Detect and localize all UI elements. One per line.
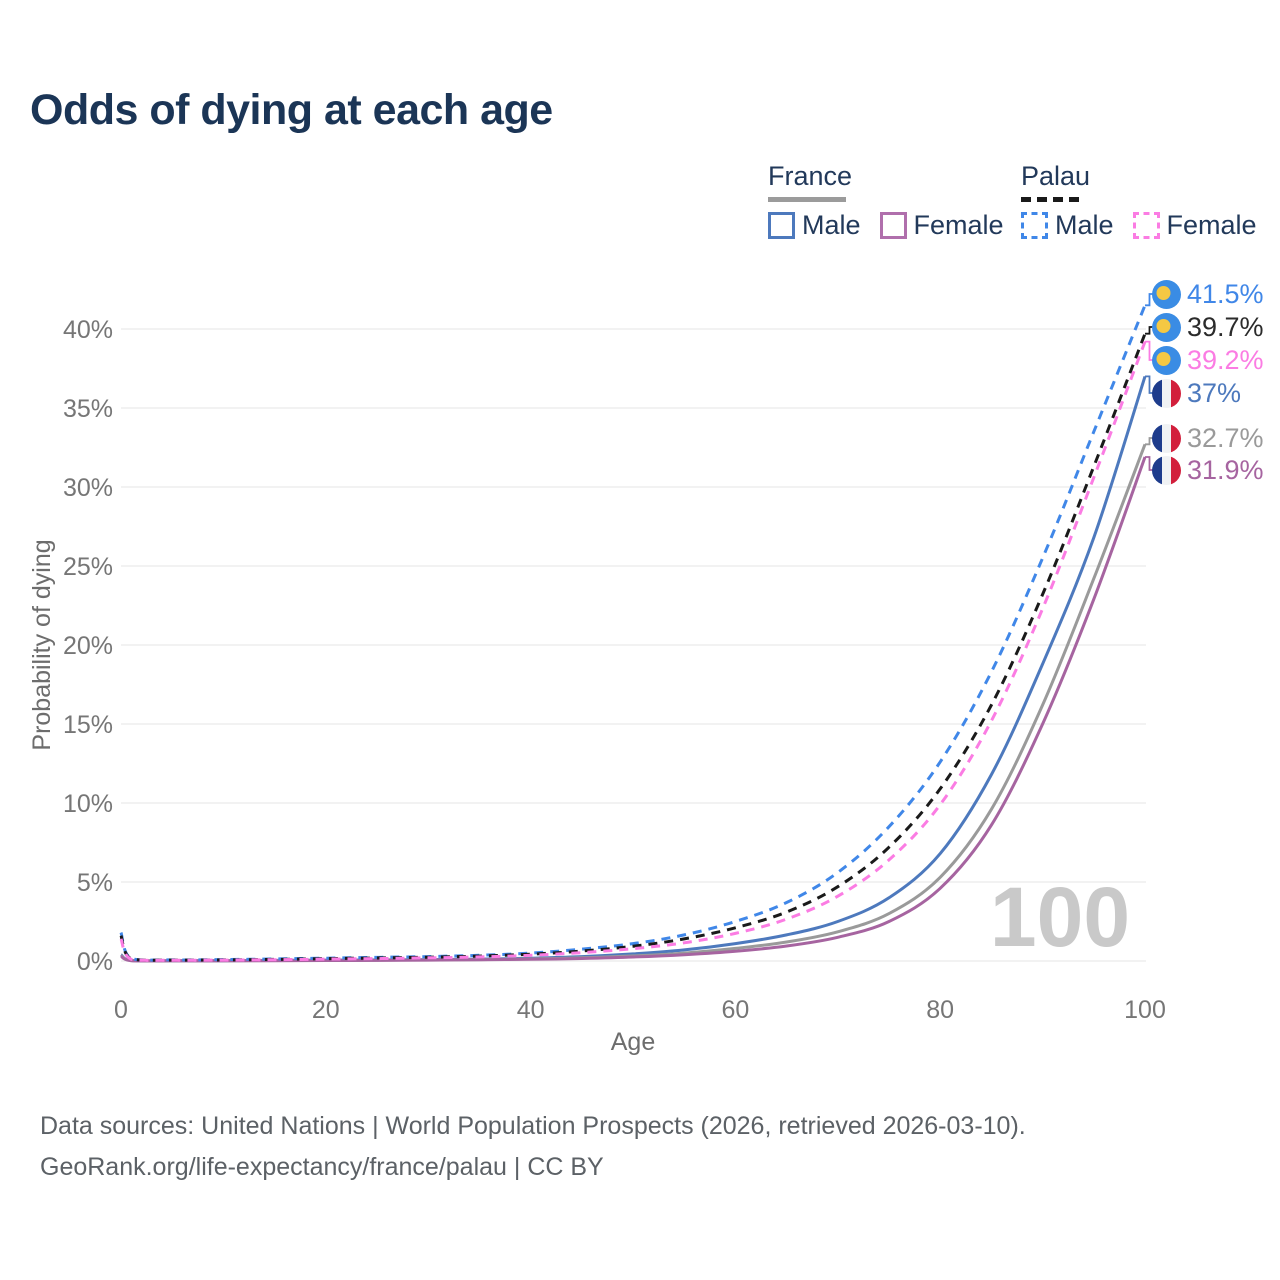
series-line-palau-male	[119, 304, 1147, 962]
legend-label-palau-female: Female	[1166, 210, 1257, 240]
y-tick-label: 30%	[63, 474, 113, 502]
end-value-label: 37%	[1187, 377, 1242, 408]
legend-country-palau-label: Palau	[1021, 161, 1091, 191]
hovered-age-watermark: 100	[990, 870, 1130, 964]
data-sources-line: Data sources: United Nations | World Pop…	[40, 1112, 1026, 1140]
palau-flag-icon	[1152, 279, 1181, 309]
end-label-connector	[1145, 456, 1153, 471]
france-male-swatch-icon	[768, 212, 795, 239]
y-tick-label: 35%	[63, 395, 113, 423]
y-axis-title: Probability of dying	[28, 539, 56, 750]
y-tick-label: 40%	[63, 316, 113, 344]
end-value-label: 41.5%	[1187, 278, 1264, 309]
end-label-connector	[1145, 326, 1153, 335]
end-label-connector	[1145, 340, 1153, 361]
end-value-label: 39.2%	[1187, 344, 1264, 375]
end-label-row-france-male: 37%	[1152, 378, 1241, 408]
legend-group-france: France Male Female	[768, 161, 1004, 241]
end-label-connector	[1145, 375, 1153, 394]
page-title: Odds of dying at each age	[30, 86, 553, 134]
end-label-row-palau-both: 39.7%	[1152, 312, 1264, 342]
x-tick-label: 20	[312, 996, 340, 1024]
end-value-label: 39.7%	[1187, 311, 1264, 342]
source-footer: Data sources: United Nations | World Pop…	[40, 1106, 1026, 1188]
series-line-palau-both	[119, 333, 1147, 962]
france-female-swatch-icon	[879, 212, 907, 239]
end-label-row-france-female: 31.9%	[1152, 455, 1264, 485]
france-flag-icon	[1152, 423, 1181, 453]
end-label-connector	[1145, 293, 1153, 307]
x-axis-title: Age	[611, 1028, 655, 1056]
series-line-palau-female	[119, 341, 1147, 962]
end-label-row-palau-male: 41.5%	[1152, 279, 1264, 309]
legend-country-france-label: France	[768, 161, 853, 191]
end-label-row-palau-female: 39.2%	[1152, 345, 1264, 375]
end-value-label: 31.9%	[1187, 454, 1264, 485]
y-tick-label: 5%	[77, 869, 113, 897]
legend-label-france-male: Male	[802, 210, 861, 240]
legend-label-palau-male: Male	[1055, 210, 1114, 240]
palau-male-swatch-icon	[1021, 212, 1048, 239]
france-linestyle-swatch	[768, 197, 846, 202]
y-tick-label: 25%	[63, 553, 113, 581]
x-tick-label: 0	[114, 996, 128, 1024]
legend-group-palau: Palau Male Female	[1021, 161, 1257, 241]
attribution-line: GeoRank.org/life-expectancy/france/palau…	[40, 1153, 604, 1181]
y-tick-label: 0%	[77, 948, 113, 976]
end-value-label: 32.7%	[1187, 422, 1264, 453]
x-tick-label: 60	[721, 996, 749, 1024]
y-tick-label: 15%	[63, 711, 113, 739]
x-tick-label: 40	[517, 996, 545, 1024]
x-tick-label: 80	[926, 996, 954, 1024]
legend-item-france-female[interactable]: Female	[879, 210, 1004, 241]
palau-linestyle-swatch	[1021, 197, 1079, 202]
palau-flag-icon	[1152, 312, 1181, 342]
series-line-france-female	[120, 456, 1147, 963]
y-tick-label: 20%	[63, 632, 113, 660]
legend-item-france-male[interactable]: Male	[768, 210, 861, 241]
legend-item-palau-female[interactable]: Female	[1132, 210, 1257, 241]
x-tick-label: 100	[1124, 996, 1166, 1024]
palau-female-swatch-icon	[1132, 212, 1160, 239]
y-tick-label: 10%	[63, 790, 113, 818]
france-flag-icon	[1152, 455, 1181, 485]
end-label-connector	[1145, 437, 1153, 446]
palau-flag-icon	[1152, 345, 1181, 375]
legend-label-france-female: Female	[913, 210, 1004, 240]
end-label-row-france-both: 32.7%	[1152, 423, 1264, 453]
legend-item-palau-male[interactable]: Male	[1021, 210, 1114, 241]
france-flag-icon	[1152, 378, 1181, 408]
